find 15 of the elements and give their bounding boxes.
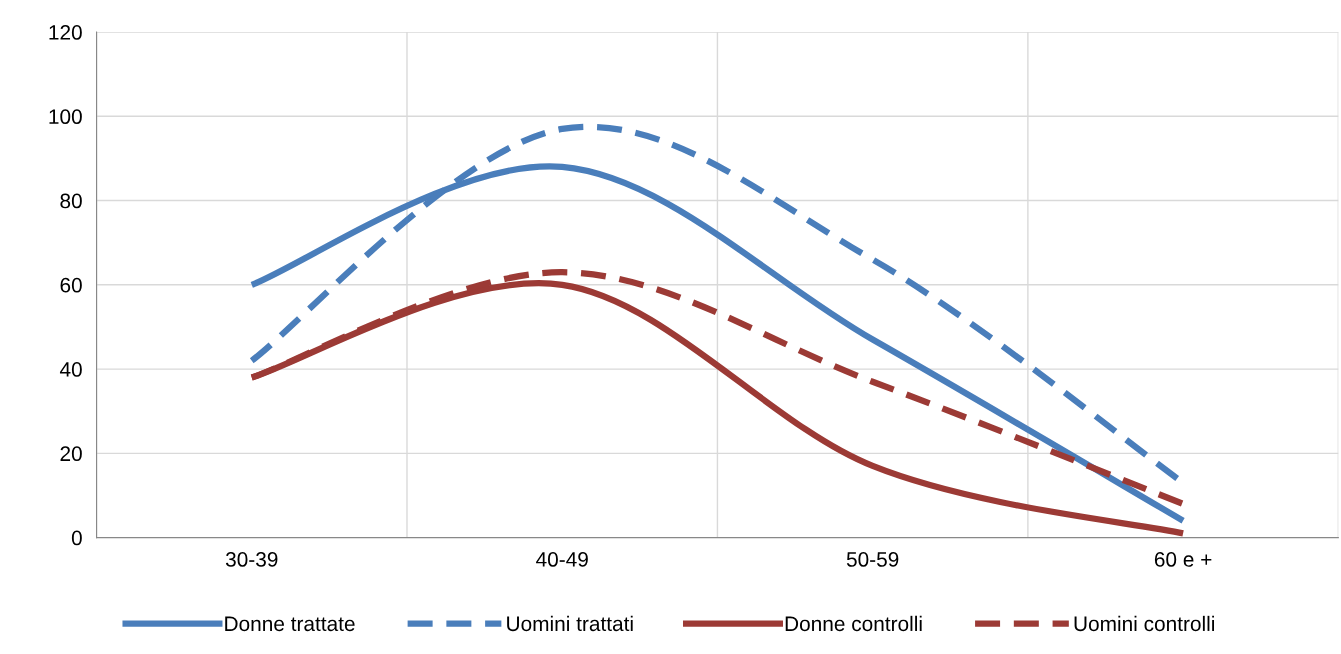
y-tick-label: 80 xyxy=(60,193,82,209)
x-tick-label: 40-49 xyxy=(536,552,588,567)
x-tick-label: 30-39 xyxy=(225,552,278,567)
legend-label: Uomini trattati xyxy=(507,615,633,632)
y-tick-label: 120 xyxy=(49,25,82,40)
x-tick-label: 60 e + xyxy=(1154,552,1212,567)
y-tick-label: 40 xyxy=(59,362,82,377)
y-tick-label: 0 xyxy=(71,530,82,546)
legend-label: Donne controlli xyxy=(785,615,922,632)
y-tick-label: 100 xyxy=(49,109,82,125)
legend-label: Donne trattate xyxy=(225,616,355,632)
x-tick-label: 50-59 xyxy=(846,552,899,567)
legend-label: Uomini controlli xyxy=(1074,615,1214,632)
y-tick-label: 60 xyxy=(60,277,82,293)
y-tick-label: 20 xyxy=(60,446,82,462)
